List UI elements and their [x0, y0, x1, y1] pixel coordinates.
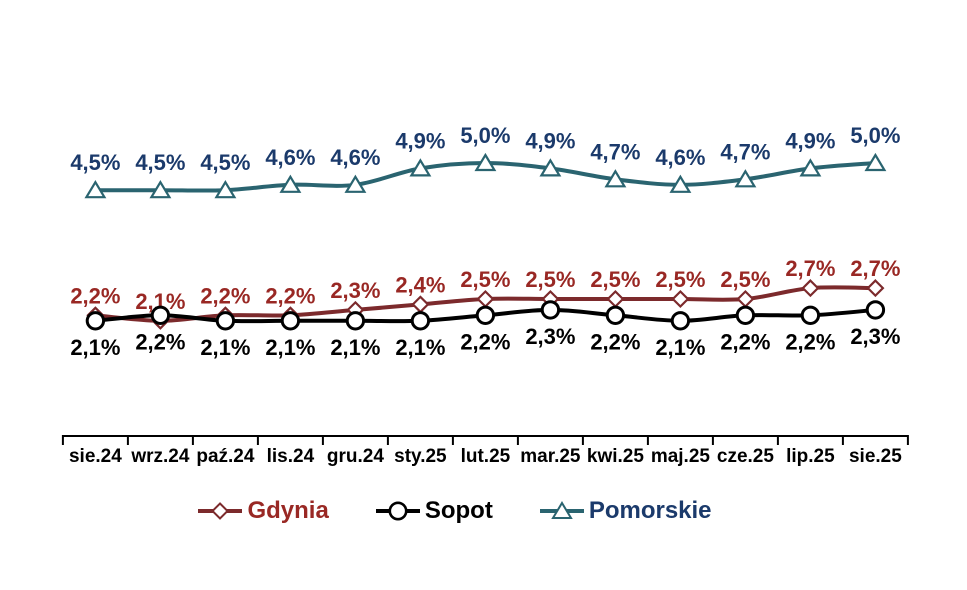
legend-marker-pomorskie-icon: [539, 501, 584, 519]
legend-label-sopot: Sopot: [424, 497, 493, 524]
data-label-pomorskie: 4,7%: [720, 139, 770, 164]
marker-gdynia: [476, 289, 495, 309]
marker-pomorskie: [734, 169, 757, 188]
marker-sopot: [605, 305, 626, 325]
legend-marker-gdynia-icon: [198, 502, 243, 520]
data-label-pomorskie: 5,0%: [460, 123, 510, 148]
legend-label-gdynia: Gdynia: [247, 497, 329, 524]
data-label-sopot: 2,2%: [460, 329, 510, 354]
marker-pomorskie: [84, 180, 107, 199]
marker-sopot: [800, 305, 821, 325]
data-label-sopot: 2,1%: [655, 335, 705, 360]
marker-sopot: [475, 305, 496, 325]
x-axis-label: sie.24: [69, 446, 122, 467]
data-label-pomorskie: 4,7%: [590, 139, 640, 164]
marker-pomorskie: [799, 158, 822, 177]
data-label-gdynia: 2,5%: [460, 267, 510, 292]
marker-sopot: [865, 300, 886, 320]
data-label-sopot: 2,1%: [265, 335, 315, 360]
data-label-sopot: 2,3%: [525, 324, 575, 349]
line-chart: sie.24 wrz.24 paź.24 lis.24 gru.24 sty.25 lut.…: [61, 123, 909, 467]
x-axis-label: wrz.24: [130, 446, 190, 467]
marker-pomorskie: [149, 180, 172, 199]
x-axis-label: mar.25: [520, 446, 581, 467]
marker-pomorskie: [279, 174, 302, 193]
legend-shape-pomorskie-icon: [551, 501, 573, 519]
data-label-sopot: 2,1%: [200, 335, 250, 360]
legend-item-gdynia: Gdynia: [197, 497, 329, 524]
marker-sopot: [150, 305, 171, 325]
data-label-sopot: 2,2%: [720, 329, 770, 354]
x-axis-label: lis.24: [267, 446, 315, 467]
marker-gdynia: [606, 289, 625, 309]
data-label-pomorskie: 4,6%: [265, 145, 315, 170]
data-label-gdynia: 2,2%: [265, 283, 315, 308]
marker-sopot: [280, 311, 301, 331]
marker-gdynia: [411, 295, 430, 314]
data-label-pomorskie: 4,5%: [70, 150, 120, 175]
x-axis-label: kwi.25: [587, 446, 644, 467]
marker-sopot: [85, 311, 106, 331]
marker-pomorskie: [669, 174, 692, 193]
data-label-sopot: 2,1%: [330, 335, 380, 360]
data-label-sopot: 2,1%: [70, 335, 120, 360]
data-label-gdynia: 2,7%: [850, 256, 900, 281]
data-label-sopot: 2,2%: [135, 329, 185, 354]
data-label-gdynia: 2,7%: [785, 256, 835, 281]
data-label-pomorskie: 4,9%: [525, 128, 575, 153]
marker-pomorskie: [604, 169, 627, 188]
legend-shape-gdynia-icon: [211, 502, 230, 520]
marker-gdynia: [866, 279, 885, 298]
data-label-sopot: 2,2%: [785, 329, 835, 354]
marker-pomorskie: [539, 158, 562, 177]
marker-pomorskie: [344, 174, 367, 193]
marker-pomorskie: [214, 180, 237, 199]
data-label-gdynia: 2,3%: [330, 278, 380, 303]
marker-pomorskie: [409, 158, 432, 177]
data-label-gdynia: 2,2%: [70, 283, 120, 308]
marker-sopot: [735, 305, 756, 325]
x-axis-label: maj.25: [651, 446, 711, 467]
data-label-pomorskie: 4,9%: [785, 128, 835, 153]
data-label-gdynia: 2,5%: [590, 267, 640, 292]
legend-item-sopot: Sopot: [375, 498, 493, 524]
data-label-pomorskie: 4,6%: [330, 145, 380, 170]
data-label-pomorskie: 4,5%: [135, 150, 185, 175]
data-label-gdynia: 2,2%: [200, 283, 250, 308]
marker-pomorskie: [864, 152, 887, 172]
legend-label-pomorskie: Pomorskie: [588, 497, 712, 524]
marker-gdynia: [736, 289, 755, 309]
marker-sopot: [345, 311, 366, 331]
data-label-gdynia: 2,5%: [525, 267, 575, 292]
data-label-pomorskie: 5,0%: [850, 123, 900, 148]
x-axis-label: lut.25: [461, 446, 511, 467]
marker-sopot: [670, 311, 691, 331]
data-label-pomorskie: 4,6%: [655, 145, 705, 170]
data-label-gdynia: 2,4%: [395, 272, 445, 297]
chart-legend: Gdynia Sopot Pomorskie: [0, 498, 967, 524]
legend-item-pomorskie: Pomorskie: [539, 498, 712, 524]
x-axis-label: paź.24: [196, 446, 255, 467]
marker-sopot: [540, 300, 561, 320]
marker-gdynia: [671, 289, 690, 309]
marker-gdynia: [801, 279, 820, 298]
x-axis-label: sie.25: [849, 446, 902, 467]
data-label-pomorskie: 4,5%: [200, 150, 250, 175]
legend-marker-sopot-icon: [375, 501, 420, 521]
x-axis-label: sty.25: [394, 446, 447, 467]
x-axis-label: gru.24: [327, 446, 384, 467]
x-axis-label: cze.25: [717, 446, 774, 467]
marker-sopot: [215, 311, 236, 331]
data-label-gdynia: 2,5%: [720, 267, 770, 292]
marker-sopot: [410, 311, 431, 331]
data-label-pomorskie: 4,9%: [395, 128, 445, 153]
data-label-gdynia: 2,5%: [655, 267, 705, 292]
legend-shape-sopot-icon: [388, 501, 408, 521]
data-label-sopot: 2,3%: [850, 324, 900, 349]
marker-pomorskie: [474, 152, 497, 172]
data-label-sopot: 2,1%: [395, 335, 445, 360]
data-label-sopot: 2,2%: [590, 329, 640, 354]
x-axis-label: lip.25: [786, 446, 835, 467]
